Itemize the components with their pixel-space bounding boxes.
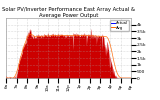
Title: Solar PV/Inverter Performance East Array Actual & Average Power Output: Solar PV/Inverter Performance East Array…: [2, 7, 135, 18]
Legend: Actual, Avg: Actual, Avg: [110, 20, 129, 31]
